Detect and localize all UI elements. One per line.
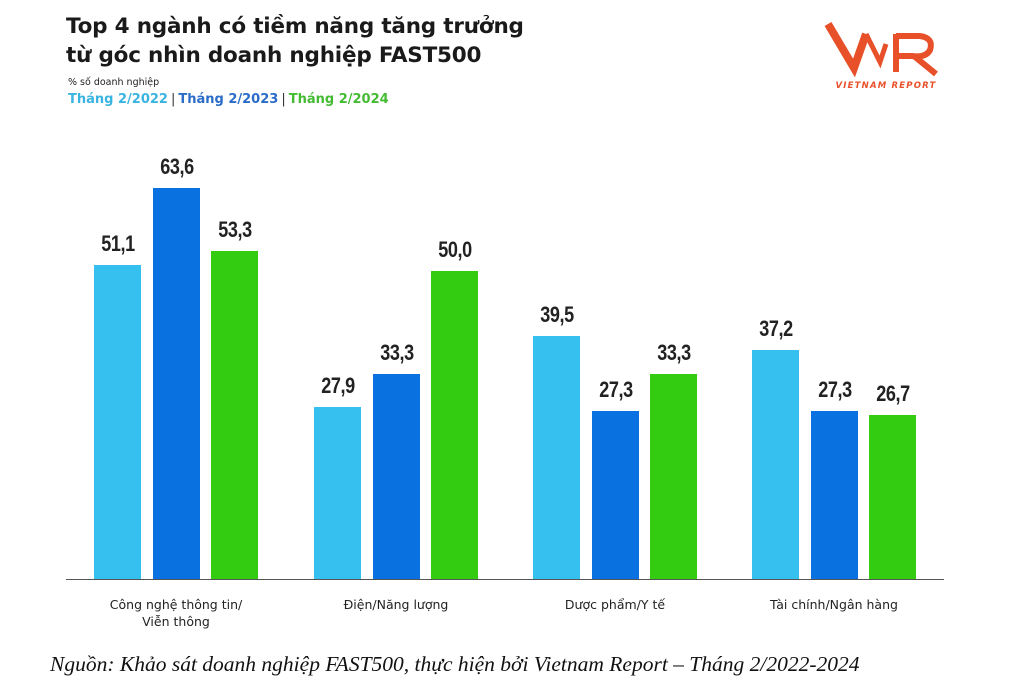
x-axis-category-label: Công nghệ thông tin/Viễn thông [109, 597, 243, 629]
bar [869, 415, 916, 579]
chart-title: Top 4 ngành có tiềm năng tăng trưởng từ … [66, 12, 524, 70]
data-label: 39,5 [539, 302, 574, 327]
bar [752, 350, 799, 579]
source-note: Nguồn: Khảo sát doanh nghiệp FAST500, th… [50, 652, 860, 676]
data-label: 33,3 [379, 340, 414, 365]
legend-item-2024: Tháng 2/2024 [288, 92, 389, 107]
bar [431, 271, 478, 579]
chart-title-line-2: từ góc nhìn doanh nghiệp FAST500 [66, 43, 482, 68]
x-axis-category-label: Dược phẩm/Y tế [564, 597, 666, 612]
data-label: 53,3 [217, 217, 252, 242]
bar [211, 251, 258, 579]
bar [94, 265, 141, 579]
vnr-logo-icon: VIETNAM REPORT [824, 21, 938, 91]
logo-text: VIETNAM REPORT [835, 81, 936, 91]
bar [153, 188, 200, 579]
bar [650, 374, 697, 579]
data-label: 26,7 [875, 381, 910, 406]
bar [314, 407, 361, 579]
chart-title-line-1: Top 4 ngành có tiềm năng tăng trưởng [66, 14, 524, 39]
legend-separator: | [281, 92, 286, 107]
bar [592, 411, 639, 579]
vietnam-report-logo: VIETNAM REPORT [824, 16, 948, 92]
bar [811, 411, 858, 579]
bar [533, 336, 580, 579]
data-label: 51,1 [100, 231, 135, 256]
data-label: 33,3 [656, 340, 691, 365]
bar [373, 374, 420, 579]
legend: Tháng 2/2022 | Tháng 2/2023 | Tháng 2/2024 [68, 92, 389, 107]
legend-item-2022: Tháng 2/2022 [68, 92, 168, 107]
data-label: 27,9 [320, 373, 355, 398]
data-label: 63,6 [159, 154, 194, 179]
data-label: 27,3 [598, 377, 633, 402]
x-axis-category-label: Điện/Năng lượng [343, 597, 449, 612]
data-label: 50,0 [437, 237, 472, 262]
data-label: 37,2 [758, 316, 793, 341]
bar-chart: 51,1 63,6 53,3 Công nghệ thông tin/Viễn thô… [66, 154, 944, 629]
legend-separator: | [170, 92, 176, 107]
x-axis-line [66, 579, 944, 580]
legend-item-2023: Tháng 2/2023 [178, 92, 279, 107]
data-label: 27,3 [817, 377, 852, 402]
x-axis-category-label: Tài chính/Ngân hàng [770, 597, 898, 612]
unit-label: % số doanh nghiệp [68, 77, 160, 88]
